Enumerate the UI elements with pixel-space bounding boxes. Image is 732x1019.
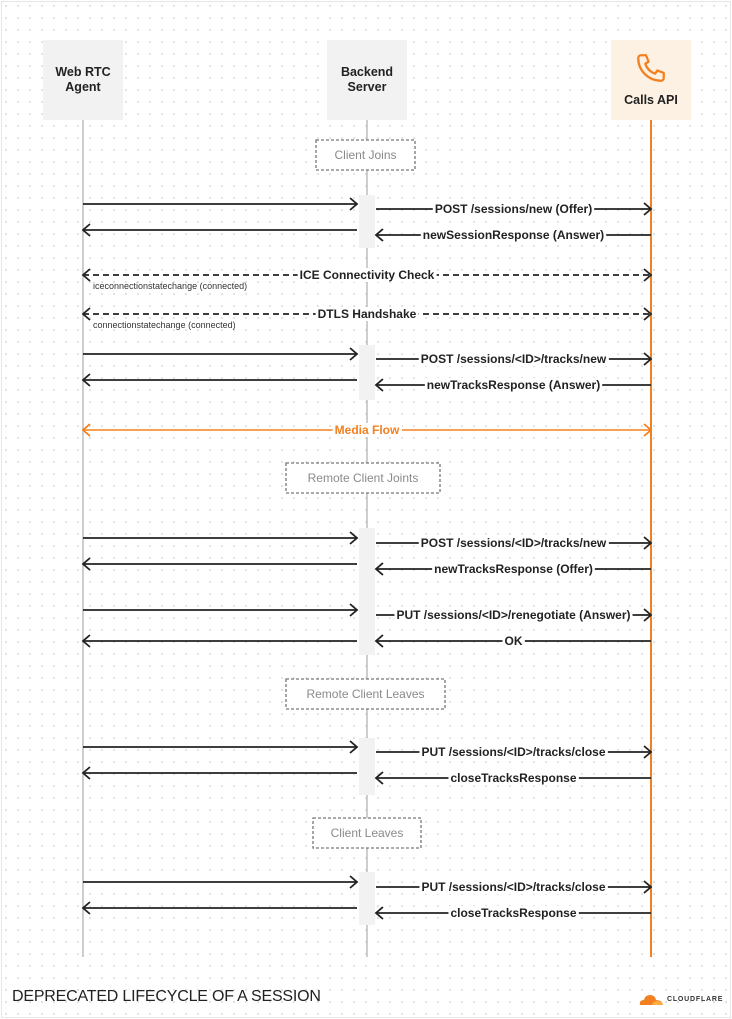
arrowhead-icon — [81, 901, 91, 915]
arrowhead-icon — [349, 197, 359, 211]
arrowhead-icon — [643, 423, 653, 437]
arrowhead-icon — [643, 352, 653, 366]
note-box — [312, 817, 422, 849]
message-label: POST /sessions/new (Offer) — [435, 202, 592, 216]
message-label: DTLS Handshake — [318, 307, 417, 321]
arrowhead-icon — [81, 268, 91, 282]
arrowhead-icon — [643, 536, 653, 550]
activation-box — [359, 528, 375, 655]
message-sublabel: connectionstatechange (connected) — [93, 320, 236, 330]
arrowhead-icon — [81, 557, 91, 571]
message-label-bg — [332, 423, 402, 437]
arrowhead-icon — [374, 634, 384, 648]
note-box — [315, 139, 416, 171]
arrowhead-icon — [374, 378, 384, 392]
message-label: ICE Connectivity Check — [300, 268, 435, 282]
message-label-bg — [424, 378, 603, 392]
message-label-bg — [419, 745, 608, 759]
actor-label: Server — [347, 80, 387, 94]
actor-label: Backend — [340, 65, 394, 79]
arrowhead-icon — [349, 347, 359, 361]
arrowhead-icon — [643, 307, 653, 321]
arrowhead-icon — [349, 875, 359, 889]
arrowhead-icon — [374, 228, 384, 242]
note-label: Remote Client Joints — [308, 471, 419, 485]
actor-label: Agent — [65, 80, 101, 94]
arrowhead-icon — [81, 223, 91, 237]
message-label-bg — [297, 268, 437, 282]
logo-text: CLOUDFLARE — [667, 995, 724, 1003]
message-label-bg — [418, 536, 609, 550]
message-sublabel: iceconnectionstatechange (connected) — [93, 281, 247, 291]
arrowhead-icon — [81, 307, 91, 321]
arrowhead-icon — [643, 202, 653, 216]
arrowhead-icon — [81, 423, 91, 437]
arrowhead-icon — [349, 531, 359, 545]
message-label: closeTracksResponse — [450, 906, 576, 920]
message-label: Media Flow — [335, 423, 400, 437]
arrowhead-icon — [374, 906, 384, 920]
message-label-bg — [432, 202, 595, 216]
diagram-title: DEPRECATED LIFECYCLE OF A SESSION — [12, 988, 321, 1005]
arrowhead-icon — [81, 766, 91, 780]
note-label: Client Joins — [334, 148, 396, 162]
cloudflare-cloud-icon — [639, 995, 663, 1005]
message-label-bg — [315, 307, 419, 321]
message-label: POST /sessions/<ID>/tracks/new — [421, 536, 607, 550]
note-box — [285, 678, 446, 710]
arrowhead-icon — [374, 562, 384, 576]
message-label: closeTracksResponse — [450, 771, 576, 785]
message-label-bg — [394, 608, 633, 622]
actor-calls-api: Calls API — [611, 40, 691, 120]
note-box — [285, 462, 441, 494]
message-label: newTracksResponse (Offer) — [434, 562, 593, 576]
actor-label: Calls API — [624, 93, 678, 107]
arrowhead-icon — [374, 771, 384, 785]
actor-backend-server: Backend Server — [327, 40, 407, 120]
message-label-bg — [502, 634, 525, 648]
note-label: Remote Client Leaves — [306, 687, 424, 701]
arrowhead-icon — [81, 634, 91, 648]
arrowhead-icon — [349, 740, 359, 754]
message-label: PUT /sessions/<ID>/tracks/close — [421, 880, 605, 894]
message-label-bg — [420, 228, 607, 242]
actor-webrtc-agent: Web RTC Agent — [43, 40, 123, 120]
message-label-bg — [432, 562, 595, 576]
arrowhead-icon — [643, 745, 653, 759]
activation-box — [359, 872, 375, 925]
note-label: Client Leaves — [331, 826, 404, 840]
arrowhead-icon — [349, 603, 359, 617]
message-label-bg — [419, 880, 608, 894]
message-label: PUT /sessions/<ID>/renegotiate (Answer) — [396, 608, 630, 622]
arrowhead-icon — [643, 880, 653, 894]
activation-box — [359, 345, 375, 400]
actor-label: Web RTC — [55, 65, 111, 79]
message-label: newTracksResponse (Answer) — [427, 378, 600, 392]
message-label-bg — [448, 771, 579, 785]
phone-icon — [637, 54, 665, 82]
arrowhead-icon — [643, 268, 653, 282]
cloudflare-logo: CLOUDFLARE — [638, 992, 723, 1006]
activation-box — [359, 195, 375, 248]
message-label-bg — [418, 352, 609, 366]
message-label: PUT /sessions/<ID>/tracks/close — [421, 745, 605, 759]
message-label: OK — [505, 634, 523, 648]
message-label: POST /sessions/<ID>/tracks/new — [421, 352, 607, 366]
message-label-bg — [448, 906, 579, 920]
activation-box — [359, 738, 375, 795]
arrowhead-icon — [643, 608, 653, 622]
arrowhead-icon — [81, 373, 91, 387]
message-label: newSessionResponse (Answer) — [423, 228, 604, 242]
